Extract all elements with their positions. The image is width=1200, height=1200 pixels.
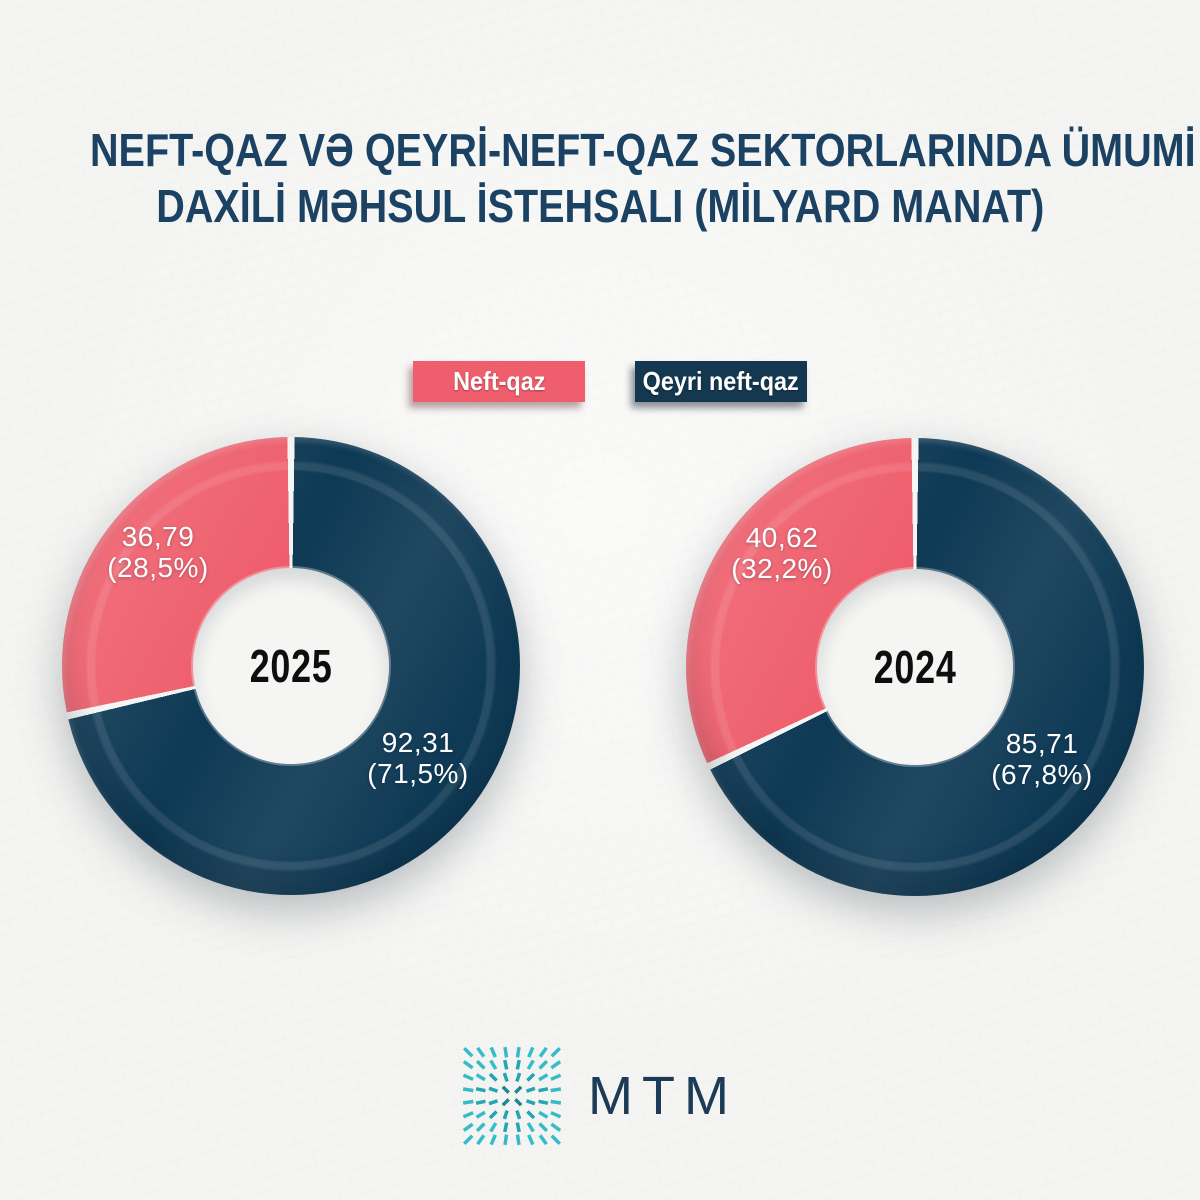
legend-label-qeyri-neft-qaz: Qeyri neft-qaz <box>642 366 800 396</box>
slice-label-2025-qeyri-neft-qaz: 92,31 (71,5%) <box>340 727 496 789</box>
legend: Neft-qaz Qeyri neft-qaz <box>10 361 1200 402</box>
slice-value: 40,62 <box>745 522 819 553</box>
year-label-2024: 2024 <box>873 641 957 693</box>
donut-hole-2024: 2024 <box>817 569 1013 765</box>
mtm-starburst-icon <box>462 1046 562 1146</box>
mtm-logo: MTM <box>0 1046 1200 1146</box>
legend-item-neft-qaz: Neft-qaz <box>413 361 585 402</box>
slice-value: 92,31 <box>381 727 455 758</box>
title-line-1: NEFT-QAZ VƏ QEYRİ-NEFT-QAZ SEKTORLARINDA… <box>89 124 1196 176</box>
donut-chart-2024: 2024 40,62 (32,2%) 85,71 (67,8%) <box>686 438 1144 896</box>
slice-percent: (71,5%) <box>367 758 469 789</box>
title-line-2: DAXİLİ MƏHSUL İSTEHSALI (MİLYARD MANAT) <box>155 180 1045 232</box>
slice-label-2024-qeyri-neft-qaz: 85,71 (67,8%) <box>964 728 1120 790</box>
mtm-logo-text: MTM <box>588 1066 738 1126</box>
slice-value: 85,71 <box>1005 728 1079 759</box>
legend-item-qeyri-neft-qaz: Qeyri neft-qaz <box>635 361 807 402</box>
slice-label-2025-neft-qaz: 36,79 (28,5%) <box>80 521 236 583</box>
slice-label-2024-neft-qaz: 40,62 (32,2%) <box>704 522 860 584</box>
donut-chart-2025: 2025 36,79 (28,5%) 92,31 (71,5%) <box>62 437 520 895</box>
slice-percent: (67,8%) <box>991 759 1093 790</box>
slice-percent: (28,5%) <box>107 552 209 583</box>
page-title: NEFT-QAZ VƏ QEYRİ-NEFT-QAZ SEKTORLARINDA… <box>0 122 1200 234</box>
donut-hole-2025: 2025 <box>193 568 389 764</box>
slice-value: 36,79 <box>121 521 195 552</box>
legend-label-neft-qaz: Neft-qaz <box>452 366 546 396</box>
slice-percent: (32,2%) <box>731 553 833 584</box>
year-label-2025: 2025 <box>249 640 333 692</box>
